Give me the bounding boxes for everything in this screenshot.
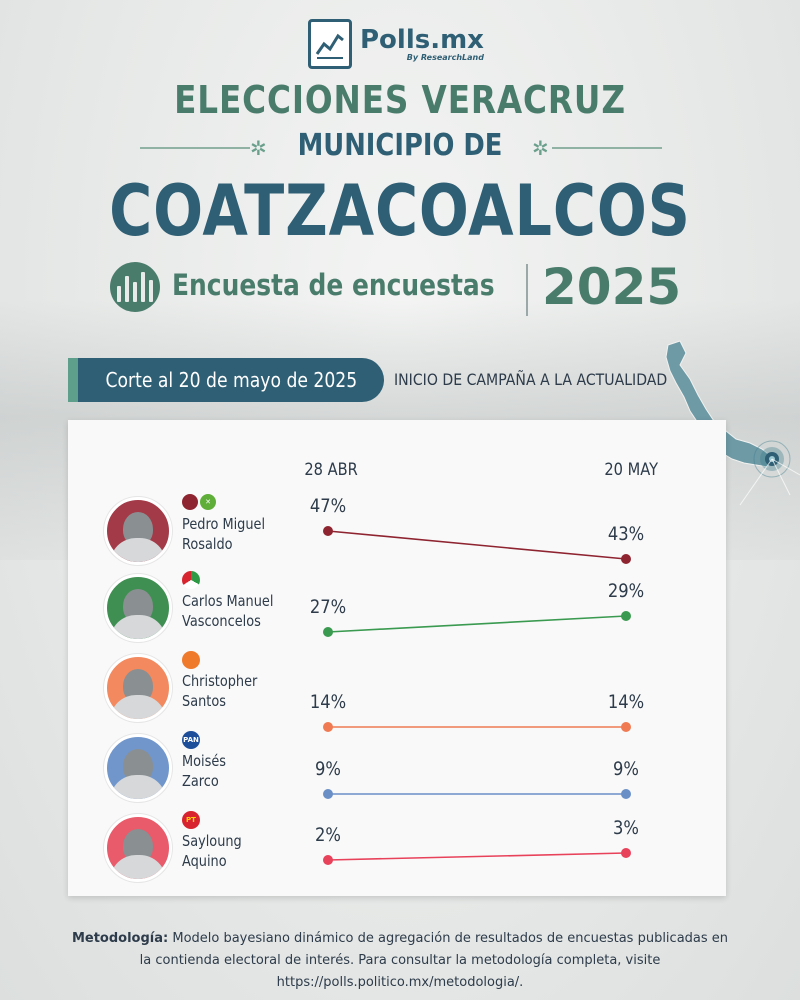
subtitle-row: Encuesta de encuestas 2025 xyxy=(110,258,710,318)
chart-panel xyxy=(68,420,726,896)
brand-sub: By ResearchLand xyxy=(406,52,484,62)
data-label-start: 2% xyxy=(315,824,341,846)
title-line-1: ELECCIONES VERACRUZ xyxy=(174,78,626,122)
candidate-name: Moisés Zarco xyxy=(182,751,226,791)
title-line-2-row: ✲ MUNICIPIO DE ✲ xyxy=(0,128,800,168)
data-label-end: 29% xyxy=(607,580,645,602)
ornament-icon: ✲ xyxy=(532,136,549,160)
title-line-2: MUNICIPIO DE xyxy=(297,128,503,163)
methodology: Metodología: Modelo bayesiano dinámico d… xyxy=(70,928,730,994)
party-pt-icon: PT xyxy=(182,811,200,829)
date-banner: Corte al 20 de mayo de 2025 xyxy=(68,358,384,402)
candidate-name-line1: Christopher xyxy=(182,672,258,690)
divider-line xyxy=(140,147,250,149)
data-label-start: 27% xyxy=(309,596,347,618)
candidate-photo xyxy=(104,574,172,642)
brand-logo: Polls.mx By ResearchLand xyxy=(308,16,484,72)
party-morena-icon xyxy=(182,494,198,510)
candidate-name-line2: Santos xyxy=(182,692,226,710)
candidate-name-line2: Aquino xyxy=(182,852,227,870)
data-label-start: 47% xyxy=(309,495,347,517)
subtitle: Encuesta de encuestas xyxy=(172,268,495,302)
party-pvem-icon: ✕ xyxy=(200,494,216,510)
candidate-name-line2: Rosaldo xyxy=(182,535,233,553)
candidate-name: Pedro Miguel Rosaldo xyxy=(182,514,265,554)
bar-chart-icon xyxy=(110,262,160,312)
methodology-text: Modelo bayesiano dinámico de agregación … xyxy=(139,931,729,990)
methodology-label: Metodología: xyxy=(71,931,169,946)
divider xyxy=(526,264,528,316)
candidate-name: Carlos Manuel Vasconcelos xyxy=(182,591,273,631)
candidate-name-line1: Moisés xyxy=(182,752,226,770)
data-label-end: 9% xyxy=(613,758,639,780)
candidate-photo xyxy=(104,814,172,882)
ornament-icon: ✲ xyxy=(250,136,267,160)
candidate-name: Sayloung Aquino xyxy=(182,831,242,871)
data-label-end: 14% xyxy=(607,691,645,713)
data-label-start: 14% xyxy=(309,691,347,713)
brand-name: Polls.mx xyxy=(360,24,484,55)
candidate-name-line1: Sayloung xyxy=(182,832,242,850)
candidate-photo xyxy=(104,654,172,722)
candidate-name-line1: Carlos Manuel xyxy=(182,592,274,610)
title-line-3: COATZACOALCOS xyxy=(109,170,691,252)
candidate-photo xyxy=(104,497,172,565)
candidate-name: Christopher Santos xyxy=(182,671,257,711)
candidate-name-line2: Vasconcelos xyxy=(182,612,261,630)
party-mc-icon xyxy=(182,651,200,669)
data-label-end: 3% xyxy=(613,817,639,839)
divider-line xyxy=(552,147,662,149)
year: 2025 xyxy=(542,258,682,316)
chart-logo-icon xyxy=(308,19,352,69)
candidate-name-line1: Pedro Miguel xyxy=(182,515,266,533)
data-label-start: 9% xyxy=(315,758,341,780)
candidate-photo xyxy=(104,734,172,802)
period-label: INICIO DE CAMPAÑA A LA ACTUALIDAD xyxy=(394,370,668,389)
party-pan-icon: PAN xyxy=(182,731,200,749)
date-banner-label: Corte al 20 de mayo de 2025 xyxy=(105,368,357,392)
x-label-end: 20 MAY xyxy=(604,460,659,480)
candidate-name-line2: Zarco xyxy=(182,772,219,790)
data-label-end: 43% xyxy=(607,523,645,545)
party-pri-icon xyxy=(182,571,200,589)
x-label-start: 28 ABR xyxy=(304,460,358,480)
